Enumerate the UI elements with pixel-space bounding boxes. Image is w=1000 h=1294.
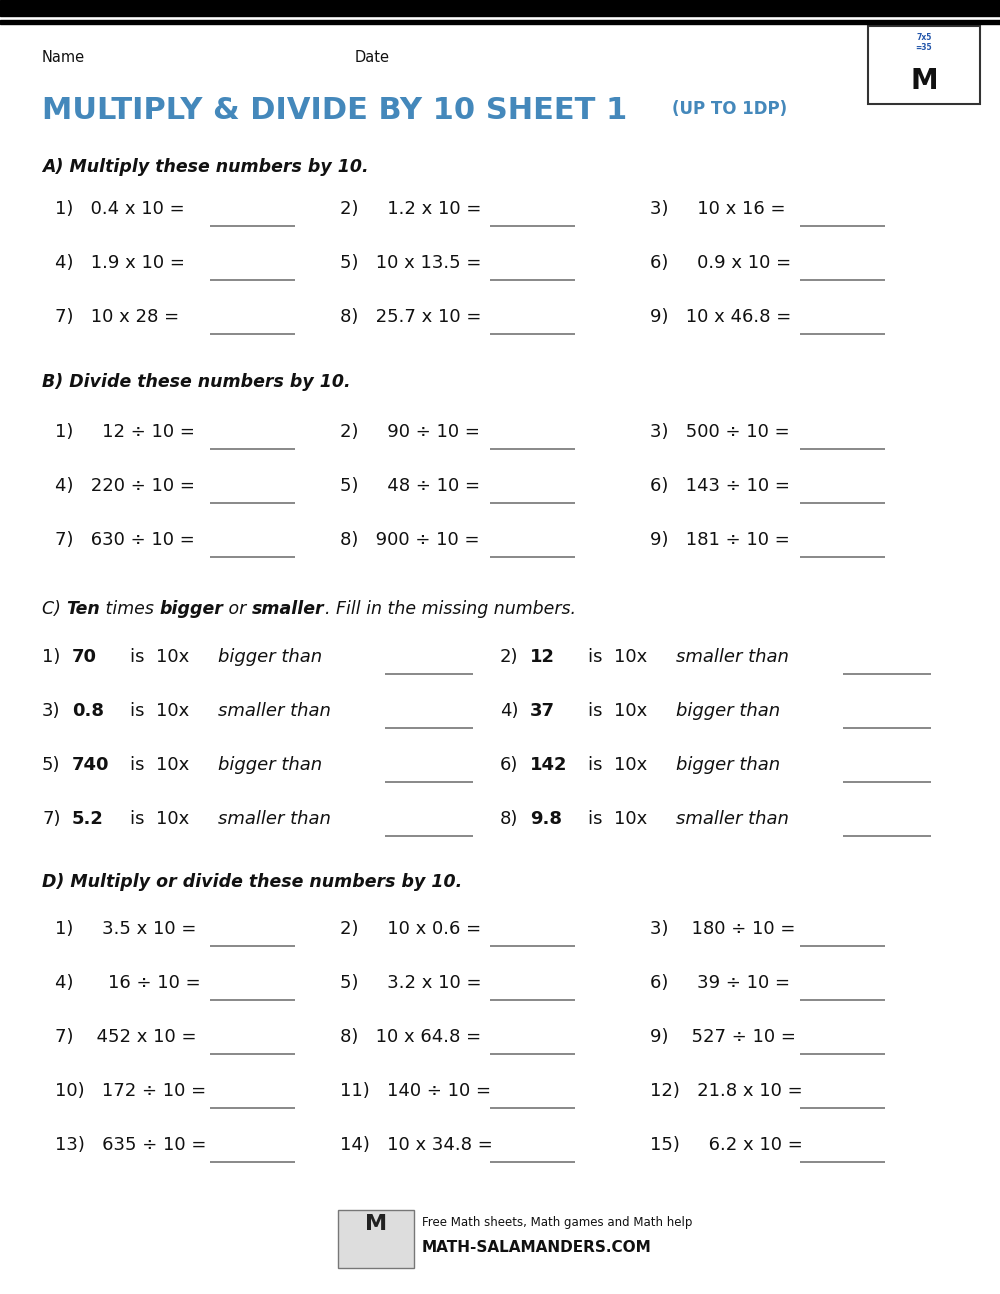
Text: 4)      16 ÷ 10 =: 4) 16 ÷ 10 = <box>55 974 201 992</box>
Text: times: times <box>100 600 160 619</box>
Text: (UP TO 1DP): (UP TO 1DP) <box>672 100 787 118</box>
Text: 5): 5) <box>42 756 60 774</box>
Text: 4)   220 ÷ 10 =: 4) 220 ÷ 10 = <box>55 477 195 496</box>
Text: 3)   500 ÷ 10 =: 3) 500 ÷ 10 = <box>650 423 790 441</box>
Text: D) Multiply or divide these numbers by 10.: D) Multiply or divide these numbers by 1… <box>42 873 462 892</box>
Text: 7x5
=35: 7x5 =35 <box>916 34 932 52</box>
Text: is  10x: is 10x <box>130 756 189 774</box>
Text: 142: 142 <box>530 756 568 774</box>
Text: 3)     10 x 16 =: 3) 10 x 16 = <box>650 201 786 217</box>
Text: is  10x: is 10x <box>130 810 189 828</box>
Text: 4): 4) <box>500 703 518 719</box>
Text: smaller than: smaller than <box>676 648 789 666</box>
Text: 10)   172 ÷ 10 =: 10) 172 ÷ 10 = <box>55 1082 206 1100</box>
Text: Name: Name <box>42 50 85 65</box>
Text: 14)   10 x 34.8 =: 14) 10 x 34.8 = <box>340 1136 493 1154</box>
Text: 6)   143 ÷ 10 =: 6) 143 ÷ 10 = <box>650 477 790 496</box>
Text: bigger than: bigger than <box>676 756 780 774</box>
Text: 12)   21.8 x 10 =: 12) 21.8 x 10 = <box>650 1082 803 1100</box>
Text: 2)     10 x 0.6 =: 2) 10 x 0.6 = <box>340 920 481 938</box>
Text: B) Divide these numbers by 10.: B) Divide these numbers by 10. <box>42 373 351 391</box>
Text: smaller than: smaller than <box>676 810 789 828</box>
Text: 2)     90 ÷ 10 =: 2) 90 ÷ 10 = <box>340 423 480 441</box>
Text: smaller: smaller <box>252 600 325 619</box>
Text: 9.8: 9.8 <box>530 810 562 828</box>
Text: 8)   25.7 x 10 =: 8) 25.7 x 10 = <box>340 308 481 326</box>
Text: 11)   140 ÷ 10 =: 11) 140 ÷ 10 = <box>340 1082 491 1100</box>
Text: bigger than: bigger than <box>218 648 322 666</box>
Text: 8)   900 ÷ 10 =: 8) 900 ÷ 10 = <box>340 531 480 549</box>
Text: 1): 1) <box>42 648 60 666</box>
Text: 3): 3) <box>42 703 60 719</box>
Text: 15)     6.2 x 10 =: 15) 6.2 x 10 = <box>650 1136 803 1154</box>
Text: C): C) <box>42 600 66 619</box>
Text: 12: 12 <box>530 648 555 666</box>
Text: 1)   0.4 x 10 =: 1) 0.4 x 10 = <box>55 201 185 217</box>
Text: Free Math sheets, Math games and Math help: Free Math sheets, Math games and Math he… <box>422 1216 692 1229</box>
Text: smaller than: smaller than <box>218 703 331 719</box>
Text: 6)     39 ÷ 10 =: 6) 39 ÷ 10 = <box>650 974 790 992</box>
Text: is  10x: is 10x <box>588 756 647 774</box>
Text: bigger: bigger <box>160 600 223 619</box>
Text: 740: 740 <box>72 756 110 774</box>
Text: 5)   10 x 13.5 =: 5) 10 x 13.5 = <box>340 254 481 272</box>
Text: 37: 37 <box>530 703 555 719</box>
Bar <box>0 0 1000 16</box>
Text: Date: Date <box>355 50 390 65</box>
Text: 5)     3.2 x 10 =: 5) 3.2 x 10 = <box>340 974 482 992</box>
Text: MULTIPLY & DIVIDE BY 10 SHEET 1: MULTIPLY & DIVIDE BY 10 SHEET 1 <box>42 96 627 126</box>
Text: 8): 8) <box>500 810 518 828</box>
Text: 9)   181 ÷ 10 =: 9) 181 ÷ 10 = <box>650 531 790 549</box>
Text: bigger than: bigger than <box>676 703 780 719</box>
Text: 7): 7) <box>42 810 60 828</box>
Text: is  10x: is 10x <box>130 648 189 666</box>
Text: . Fill in the missing numbers.: . Fill in the missing numbers. <box>325 600 576 619</box>
Text: 3)    180 ÷ 10 =: 3) 180 ÷ 10 = <box>650 920 795 938</box>
Text: MATH-SALAMANDERS.COM: MATH-SALAMANDERS.COM <box>422 1240 652 1255</box>
Text: 1)     12 ÷ 10 =: 1) 12 ÷ 10 = <box>55 423 195 441</box>
Text: 70: 70 <box>72 648 97 666</box>
Text: bigger than: bigger than <box>218 756 322 774</box>
Text: 8)   10 x 64.8 =: 8) 10 x 64.8 = <box>340 1027 481 1046</box>
Text: 7)   630 ÷ 10 =: 7) 630 ÷ 10 = <box>55 531 195 549</box>
Text: 5)     48 ÷ 10 =: 5) 48 ÷ 10 = <box>340 477 480 496</box>
Text: smaller than: smaller than <box>218 810 331 828</box>
Text: Ten: Ten <box>66 600 100 619</box>
FancyBboxPatch shape <box>868 26 980 104</box>
Bar <box>0 19 1000 25</box>
Text: 5.2: 5.2 <box>72 810 104 828</box>
Text: 6): 6) <box>500 756 518 774</box>
Text: A) Multiply these numbers by 10.: A) Multiply these numbers by 10. <box>42 158 369 176</box>
Text: 6)     0.9 x 10 =: 6) 0.9 x 10 = <box>650 254 791 272</box>
Text: 2): 2) <box>500 648 518 666</box>
Text: 2)     1.2 x 10 =: 2) 1.2 x 10 = <box>340 201 481 217</box>
Text: is  10x: is 10x <box>130 703 189 719</box>
Text: 4)   1.9 x 10 =: 4) 1.9 x 10 = <box>55 254 185 272</box>
Text: 13)   635 ÷ 10 =: 13) 635 ÷ 10 = <box>55 1136 206 1154</box>
Text: 0.8: 0.8 <box>72 703 104 719</box>
Text: 7)    452 x 10 =: 7) 452 x 10 = <box>55 1027 196 1046</box>
Text: is  10x: is 10x <box>588 648 647 666</box>
Text: 1)     3.5 x 10 =: 1) 3.5 x 10 = <box>55 920 196 938</box>
Text: 7)   10 x 28 =: 7) 10 x 28 = <box>55 308 179 326</box>
Text: M: M <box>365 1214 387 1234</box>
Text: 9)   10 x 46.8 =: 9) 10 x 46.8 = <box>650 308 791 326</box>
Text: is  10x: is 10x <box>588 703 647 719</box>
Text: or: or <box>223 600 252 619</box>
FancyBboxPatch shape <box>338 1210 414 1268</box>
Text: M: M <box>910 67 938 94</box>
Text: 9)    527 ÷ 10 =: 9) 527 ÷ 10 = <box>650 1027 796 1046</box>
Text: is  10x: is 10x <box>588 810 647 828</box>
